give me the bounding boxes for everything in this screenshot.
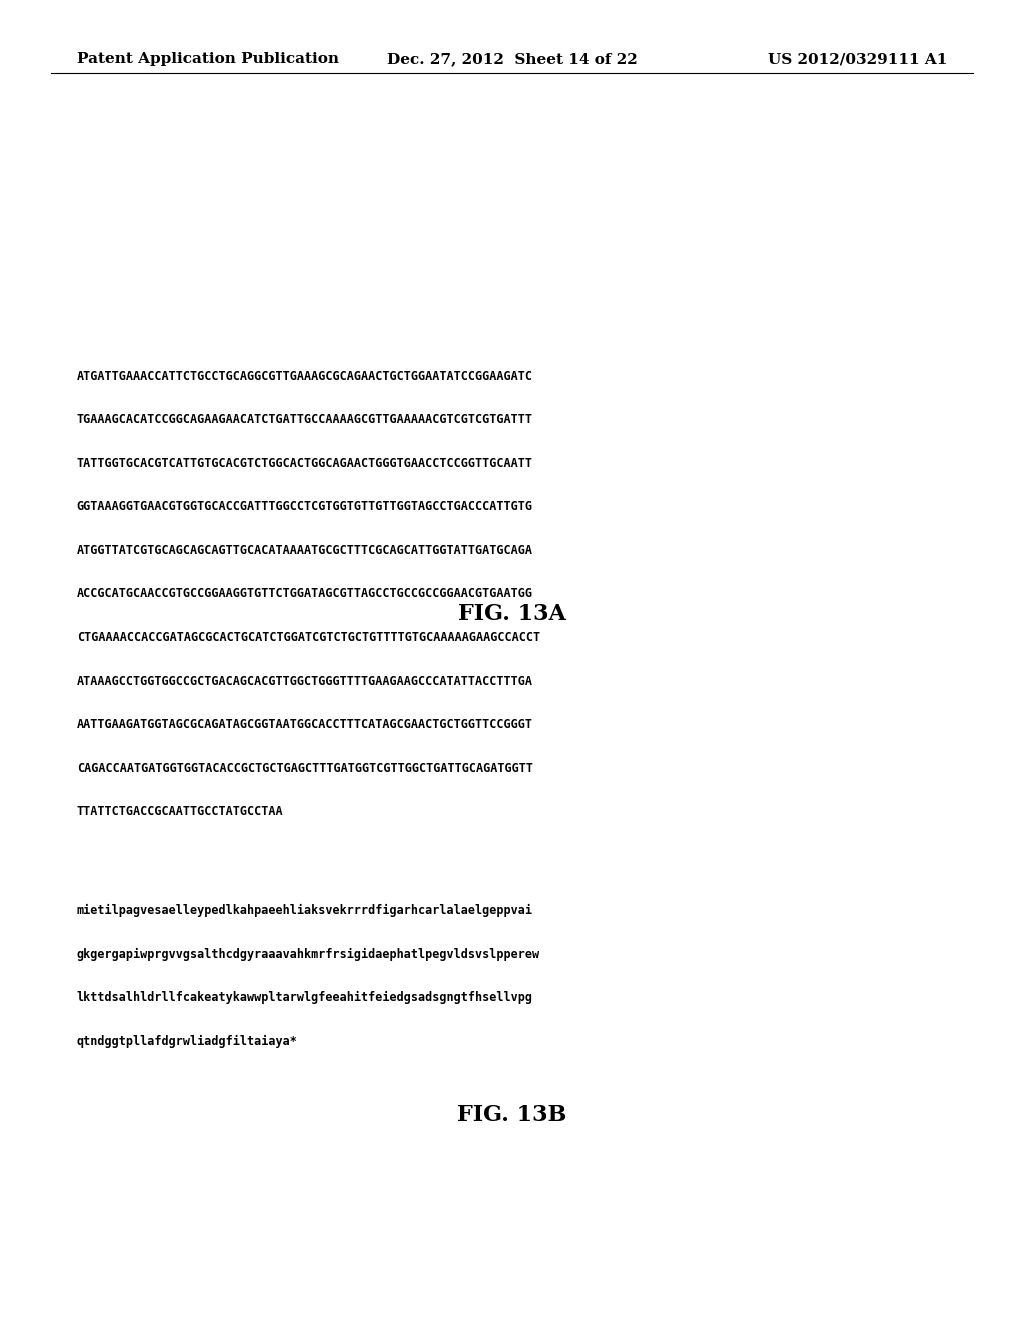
Text: FIG. 13B: FIG. 13B: [458, 1105, 566, 1126]
Text: FIG. 13A: FIG. 13A: [458, 603, 566, 624]
Text: TATTGGTGCACGTCATTGTGCACGTCTGGCACTGGCAGAACTGGGTGAACCTCCGGTTGCAATT: TATTGGTGCACGTCATTGTGCACGTCTGGCACTGGCAGAA…: [77, 457, 532, 470]
Text: TGAAAGCACATCCGGCAGAAGAACATCTGATTGCCAAAAGCGTTGAAAAACGTCGTCGTGATTT: TGAAAGCACATCCGGCAGAAGAACATCTGATTGCCAAAAG…: [77, 413, 532, 426]
Text: Dec. 27, 2012  Sheet 14 of 22: Dec. 27, 2012 Sheet 14 of 22: [387, 53, 637, 66]
Text: qtndggtpllafdgrwliadgfiltaiaya*: qtndggtpllafdgrwliadgfiltaiaya*: [77, 1035, 298, 1048]
Text: lkttdsalhldrllfcakeatykawwpltarwlgfeeahitfeiedgsadsgngtfhsellvpg: lkttdsalhldrllfcakeatykawwpltarwlgfeeahi…: [77, 991, 532, 1005]
Text: ATAAAGCCTGGTGGCCGCTGACAGCACGTTGGCTGGGTTTTGAAGAAGCCCATATTACCTTTGA: ATAAAGCCTGGTGGCCGCTGACAGCACGTTGGCTGGGTTT…: [77, 675, 532, 688]
Text: gkgergapiwprgvvgsalthcdgyraaavahkmrfrsigidaephatlpegvldsvslpperew: gkgergapiwprgvvgsalthcdgyraaavahkmrfrsig…: [77, 948, 540, 961]
Text: ACCGCATGCAACCGTGCCGGAAGGTGTTCTGGATAGCGTTAGCCTGCCGCCGGAACGTGAATGG: ACCGCATGCAACCGTGCCGGAAGGTGTTCTGGATAGCGTT…: [77, 587, 532, 601]
Text: Patent Application Publication: Patent Application Publication: [77, 53, 339, 66]
Text: US 2012/0329111 A1: US 2012/0329111 A1: [768, 53, 947, 66]
Text: GGTAAAGGTGAACGTGGTGCACCGATTTGGCCTCGTGGTGTTGTTGGTAGCCTGACCCATTGTG: GGTAAAGGTGAACGTGGTGCACCGATTTGGCCTCGTGGTG…: [77, 500, 532, 513]
Text: TTATTCTGACCGCAATTGCCTATGCCTAA: TTATTCTGACCGCAATTGCCTATGCCTAA: [77, 805, 284, 818]
Text: AATTGAAGATGGTAGCGCAGATAGCGGTAATGGCACCTTTCATAGCGAACTGCTGGTTCCGGGT: AATTGAAGATGGTAGCGCAGATAGCGGTAATGGCACCTTT…: [77, 718, 532, 731]
Text: ATGGTTATCGTGCAGCAGCAGTTGCACATAAAATGCGCTTTCGCAGCATTGGTATTGATGCAGA: ATGGTTATCGTGCAGCAGCAGTTGCACATAAAATGCGCTT…: [77, 544, 532, 557]
Text: ATGATTGAAACCATTCTGCCTGCAGGCGTTGAAAGCGCAGAACTGCTGGAATATCCGGAAGATC: ATGATTGAAACCATTCTGCCTGCAGGCGTTGAAAGCGCAG…: [77, 370, 532, 383]
Text: CTGAAAACCACCGATAGCGCACTGCATCTGGATCGTCTGCTGTTTTGTGCAAAAAGAAGCCACCT: CTGAAAACCACCGATAGCGCACTGCATCTGGATCGTCTGC…: [77, 631, 540, 644]
Text: CAGACCAATGATGGTGGTACACCGCTGCTGAGCTTTGATGGTCGTTGGCTGATTGCAGATGGTT: CAGACCAATGATGGTGGTACACCGCTGCTGAGCTTTGATG…: [77, 762, 532, 775]
Text: mietilpagvesaelleypedlkahpaeehliaksvekrrrdfigarhcarlalaelgeppvai: mietilpagvesaelleypedlkahpaeehliaksvekrr…: [77, 904, 532, 917]
